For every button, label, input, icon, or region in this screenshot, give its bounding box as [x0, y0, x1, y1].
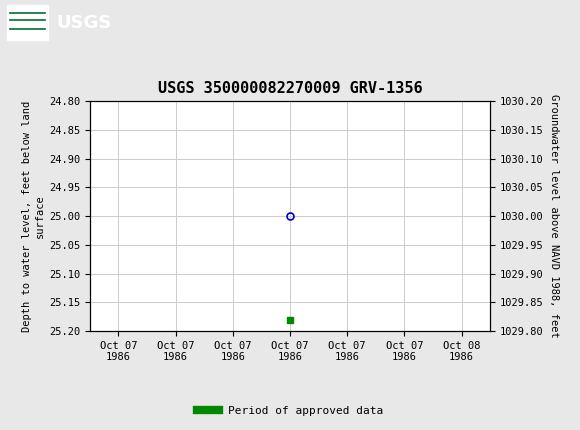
Text: USGS: USGS	[56, 14, 111, 31]
Y-axis label: Groundwater level above NAVD 1988, feet: Groundwater level above NAVD 1988, feet	[549, 94, 559, 338]
FancyBboxPatch shape	[7, 6, 48, 40]
Legend: Period of approved data: Period of approved data	[193, 401, 387, 420]
Y-axis label: Depth to water level, feet below land
surface: Depth to water level, feet below land su…	[21, 101, 45, 332]
Title: USGS 350000082270009 GRV-1356: USGS 350000082270009 GRV-1356	[158, 81, 422, 96]
